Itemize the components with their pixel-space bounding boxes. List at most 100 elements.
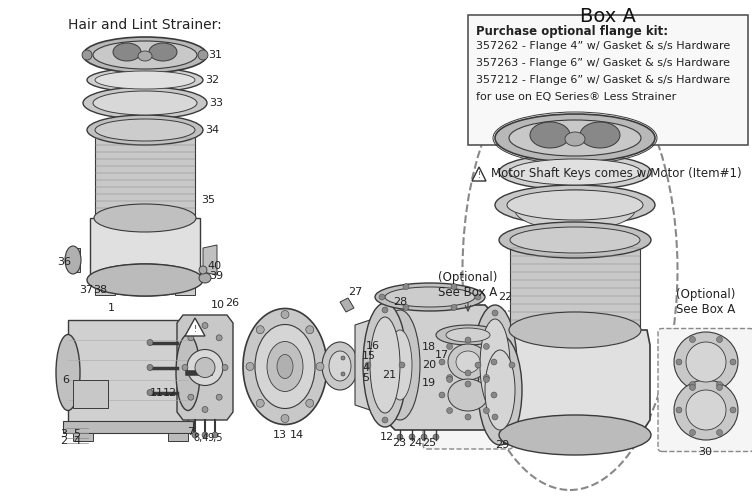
Text: 33: 33 [209, 98, 223, 108]
Bar [73, 433, 93, 441]
Ellipse shape [93, 91, 197, 115]
Ellipse shape [499, 415, 651, 455]
Ellipse shape [95, 119, 195, 141]
Text: 9,5: 9,5 [207, 433, 223, 443]
Ellipse shape [439, 392, 445, 398]
Text: 10: 10 [211, 300, 225, 310]
Text: 35: 35 [201, 195, 215, 205]
Polygon shape [385, 305, 495, 430]
Ellipse shape [730, 407, 736, 413]
Ellipse shape [382, 417, 388, 423]
Text: Box A: Box A [580, 7, 636, 26]
Ellipse shape [82, 50, 92, 60]
Ellipse shape [246, 362, 254, 370]
Ellipse shape [306, 400, 314, 407]
Text: 32: 32 [205, 75, 219, 85]
Ellipse shape [565, 132, 585, 146]
Ellipse shape [188, 394, 194, 400]
Ellipse shape [509, 159, 641, 185]
Ellipse shape [176, 334, 200, 410]
Text: (Optional)
See Box A: (Optional) See Box A [676, 288, 735, 316]
Ellipse shape [690, 384, 696, 390]
Text: 7: 7 [187, 427, 194, 437]
Polygon shape [185, 318, 205, 336]
Polygon shape [472, 167, 486, 181]
Ellipse shape [478, 335, 522, 445]
Ellipse shape [480, 319, 510, 411]
Ellipse shape [447, 374, 453, 380]
Ellipse shape [465, 337, 471, 343]
Text: 4: 4 [362, 363, 369, 373]
Ellipse shape [507, 190, 643, 220]
Text: 357262 - Flange 4” w/ Gasket & s/s Hardware: 357262 - Flange 4” w/ Gasket & s/s Hardw… [476, 41, 730, 51]
Text: 34: 34 [205, 125, 219, 135]
Ellipse shape [397, 434, 403, 440]
Ellipse shape [138, 51, 152, 61]
Ellipse shape [491, 359, 497, 365]
Polygon shape [203, 245, 217, 275]
Ellipse shape [216, 335, 222, 341]
Ellipse shape [439, 359, 445, 365]
Ellipse shape [370, 317, 400, 413]
Ellipse shape [216, 394, 222, 400]
Ellipse shape [243, 308, 327, 424]
Ellipse shape [199, 266, 207, 274]
Ellipse shape [421, 434, 427, 440]
Ellipse shape [451, 284, 457, 290]
Text: !: ! [478, 170, 481, 179]
Ellipse shape [491, 392, 497, 398]
Bar [468, 15, 748, 145]
Ellipse shape [256, 400, 264, 407]
Ellipse shape [484, 376, 490, 382]
Ellipse shape [87, 264, 203, 296]
Ellipse shape [447, 376, 453, 382]
Ellipse shape [95, 71, 195, 89]
Text: 357263 - Flange 6” w/ Gasket & s/s Hardware: 357263 - Flange 6” w/ Gasket & s/s Hardw… [476, 58, 730, 68]
Text: 12: 12 [163, 388, 177, 398]
Text: 26: 26 [225, 298, 239, 308]
Ellipse shape [674, 332, 738, 392]
Text: 30: 30 [698, 447, 712, 457]
Text: 15: 15 [362, 351, 376, 361]
Bar [68, 320, 188, 425]
Polygon shape [95, 280, 115, 295]
Ellipse shape [255, 324, 315, 408]
Ellipse shape [192, 432, 198, 438]
Ellipse shape [717, 384, 723, 390]
Text: 28: 28 [393, 297, 408, 307]
Ellipse shape [306, 326, 314, 334]
Ellipse shape [448, 379, 488, 411]
Polygon shape [355, 310, 400, 420]
Text: 5: 5 [362, 373, 369, 383]
Ellipse shape [56, 334, 80, 410]
Text: 25: 25 [422, 438, 436, 448]
Text: 19: 19 [422, 378, 436, 388]
Ellipse shape [676, 359, 682, 365]
Ellipse shape [690, 336, 696, 342]
Text: 23: 23 [392, 438, 406, 448]
Polygon shape [340, 298, 354, 312]
Text: 11: 11 [150, 388, 164, 398]
Ellipse shape [456, 351, 480, 373]
Ellipse shape [87, 115, 203, 145]
Ellipse shape [87, 68, 203, 92]
Text: 22: 22 [498, 292, 512, 302]
FancyBboxPatch shape [658, 328, 752, 452]
Ellipse shape [93, 41, 197, 69]
Bar [73, 380, 108, 408]
Text: for use on EQ Series® Less Strainer: for use on EQ Series® Less Strainer [476, 92, 676, 102]
Text: 5: 5 [73, 429, 80, 439]
Ellipse shape [256, 326, 264, 334]
Ellipse shape [447, 344, 453, 349]
Text: Hair and Lint Strainer:: Hair and Lint Strainer: [68, 18, 222, 32]
Ellipse shape [676, 407, 682, 413]
Ellipse shape [433, 434, 439, 440]
Text: Purchase optional flange kit:: Purchase optional flange kit: [476, 25, 668, 38]
Ellipse shape [465, 381, 471, 387]
Ellipse shape [475, 362, 481, 368]
Polygon shape [510, 240, 640, 330]
Text: 18: 18 [422, 342, 436, 352]
Polygon shape [73, 248, 80, 272]
Ellipse shape [495, 185, 655, 225]
Text: 6: 6 [62, 375, 69, 385]
